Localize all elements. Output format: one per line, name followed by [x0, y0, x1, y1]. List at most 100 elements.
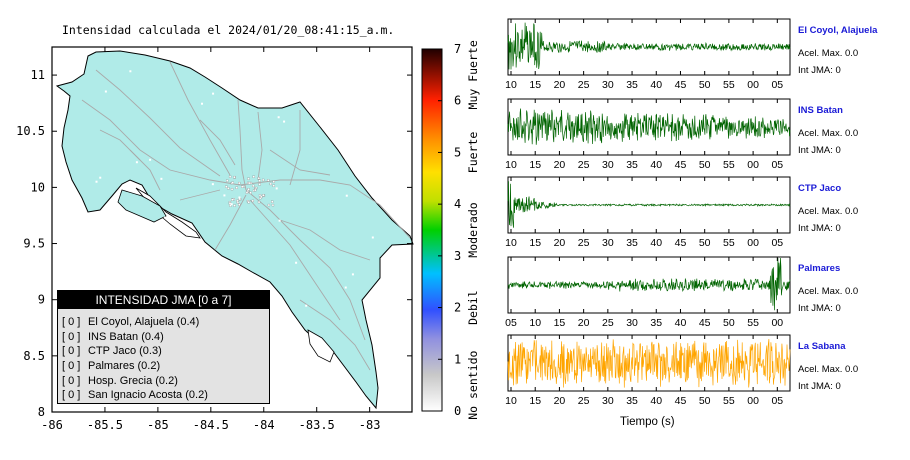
waveform-trace — [507, 22, 791, 70]
waveform-tick-label: 30 — [602, 79, 614, 91]
waveform-tick-label: 15 — [529, 237, 541, 249]
waveform-panel: 10 15 20 25 30 35 40 45 50 55 00 05 — [505, 176, 791, 249]
station-jma: Int JMA: 0 — [798, 223, 841, 234]
intensity-legend: INTENSIDAD JMA [0 a 7] [ 0 ] El Coyol, Al… — [57, 290, 270, 404]
waveform-tick-label: 50 — [699, 159, 711, 171]
waveform-tick-label: 00 — [747, 395, 759, 407]
waveform-tick-label: 45 — [675, 395, 687, 407]
map-x-tick-label: -86 — [41, 418, 63, 432]
waveform-tick-label: 25 — [578, 79, 590, 91]
waveform-tick-label: 20 — [578, 317, 590, 329]
legend-item: [ 0 ] CTP Jaco (0.3) — [62, 344, 269, 359]
map-y-tick-label: 8 — [38, 405, 45, 419]
station-accel: Acel. Max. 0.0 — [798, 364, 859, 375]
waveform-tick-label: 10 — [505, 237, 517, 249]
waveform-tick-label: 35 — [626, 79, 638, 91]
waveform-tick-label: 40 — [650, 395, 662, 407]
waveform-tick-label: 20 — [554, 79, 566, 91]
waveform-tick-label: 30 — [602, 395, 614, 407]
map-x-tick-label: -83.5 — [299, 418, 335, 432]
waveform-tick-label: 15 — [554, 317, 566, 329]
waveform-tick-label: 30 — [602, 159, 614, 171]
map-y-tick-label: 10.5 — [16, 124, 45, 138]
waveform-tick-label: 20 — [554, 159, 566, 171]
waveform-tick-label: 15 — [529, 79, 541, 91]
colorbar-category-label: Muy Fuerte — [466, 40, 480, 109]
colorbar-category-label: Fuerte — [466, 132, 480, 174]
legend-item-label: Hosp. Grecia (0.2) — [88, 374, 178, 387]
waveform-tick-label: 40 — [650, 237, 662, 249]
map-y-tick-label: 8.5 — [23, 349, 45, 363]
legend-item-label: San Ignacio Acosta (0.2) — [88, 389, 208, 402]
map-y-tick-label: 9 — [38, 293, 45, 307]
map-y-tick-label: 9.5 — [23, 237, 45, 251]
waveform-tick-label: 50 — [699, 395, 711, 407]
waveform-tick-label: 10 — [505, 79, 517, 91]
waveform-tick-label: 55 — [723, 79, 735, 91]
legend-item-label: Palmares (0.2) — [88, 360, 161, 373]
waveform-tick-label: 35 — [626, 395, 638, 407]
legend-item-level: [ 0 ] — [62, 345, 81, 358]
colorbar-category-label: Debil — [466, 290, 480, 325]
waveform-tick-label: 25 — [578, 395, 590, 407]
station-accel: Acel. Max. 0.0 — [798, 286, 859, 297]
station-jma: Int JMA: 0 — [798, 145, 841, 156]
station-jma: Int JMA: 0 — [798, 303, 841, 314]
waveform-tick-label: 25 — [578, 237, 590, 249]
colorbar-category-label: Moderado — [466, 202, 480, 257]
waveform-tick-label: 15 — [529, 395, 541, 407]
waveform-tick-label: 30 — [602, 237, 614, 249]
colorbar-tick-label: 5 — [454, 145, 461, 159]
legend-item-label: INS Batan (0.4) — [88, 330, 164, 343]
colorbar-tick-label: 0 — [454, 404, 461, 418]
map-frame — [51, 46, 413, 413]
legend-item-level: [ 0 ] — [62, 374, 81, 387]
waveform-tick-label: 50 — [699, 79, 711, 91]
waveform-tick-label: 50 — [699, 237, 711, 249]
colorbar-tick-label: 3 — [454, 249, 461, 263]
colorbar-tick-label: 4 — [454, 197, 461, 211]
waveform-tick-label: 55 — [723, 395, 735, 407]
waveform-tick-label: 05 — [771, 159, 783, 171]
urban-cluster — [82, 70, 374, 370]
station-name: CTP Jaco — [798, 183, 842, 194]
legend-item-label: El Coyol, Alajuela (0.4) — [88, 316, 200, 328]
station-name: Palmares — [798, 263, 841, 274]
colorbar-tick-label: 6 — [454, 94, 461, 108]
colorbar-tick-label: 7 — [454, 42, 461, 56]
station-jma: Int JMA: 0 — [798, 381, 841, 392]
waveform-tick-label: 35 — [626, 159, 638, 171]
waveform-tick-label: 00 — [771, 317, 783, 329]
legend-item-level: [ 0 ] — [62, 389, 81, 402]
waveform-tick-label: 30 — [626, 317, 638, 329]
legend-list: [ 0 ] El Coyol, Alajuela (0.4) [ 0 ] INS Ba… — [58, 309, 269, 403]
waveform-tick-label: 05 — [771, 237, 783, 249]
intensity-colorbar — [421, 48, 443, 412]
waveform-tick-label: 40 — [650, 79, 662, 91]
waveform-tick-label: 15 — [529, 159, 541, 171]
legend-item-level: [ 0 ] — [62, 316, 81, 328]
colorbar-tick-label: 2 — [454, 301, 461, 315]
waveform-tick-label: 55 — [723, 159, 735, 171]
time-axis-label: Tiempo (s) — [620, 416, 675, 428]
waveform-tick-label: 40 — [650, 159, 662, 171]
legend-item-level: [ 0 ] — [62, 360, 81, 373]
map-x-tick-label: -84.5 — [193, 418, 229, 432]
waveform-tick-label: 10 — [505, 395, 517, 407]
legend-item: [ 0 ] Hosp. Grecia (0.2) — [62, 374, 269, 389]
waveform-tick-label: 45 — [675, 79, 687, 91]
waveform-tick-label: 35 — [626, 237, 638, 249]
legend-item-level: [ 0 ] — [62, 330, 81, 343]
waveform-tick-label: 35 — [650, 317, 662, 329]
legend-item: [ 0 ] INS Batan (0.4) — [62, 330, 269, 345]
map-x-tick-label: -85 — [147, 418, 169, 432]
colorbar-category-label: No sentido — [466, 350, 480, 419]
waveform-tick-label: 10 — [529, 317, 541, 329]
map-x-tick-label: -85.5 — [87, 418, 123, 432]
waveform-trace — [507, 108, 791, 145]
waveform-panel: 10 15 20 25 30 35 40 45 50 55 00 05 — [505, 334, 791, 407]
station-accel: Acel. Max. 0.0 — [798, 128, 859, 139]
waveform-tick-label: 55 — [723, 237, 735, 249]
legend-item: [ 0 ] San Ignacio Acosta (0.2) — [62, 388, 269, 403]
